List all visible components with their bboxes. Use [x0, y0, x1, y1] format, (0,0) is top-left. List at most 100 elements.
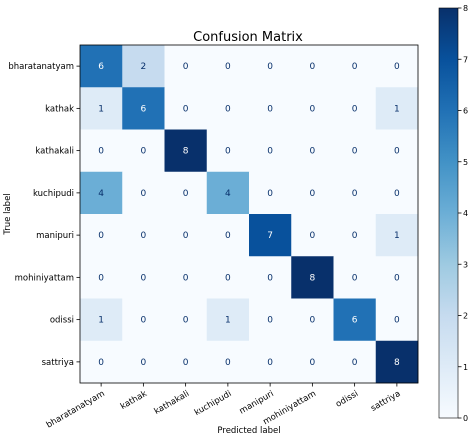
cell-value: 1 [98, 316, 104, 326]
plot-frame [79, 44, 419, 384]
cell-value: 1 [98, 104, 104, 114]
y-tick-label: kuchipudi [33, 189, 74, 199]
cell-value: 0 [267, 316, 273, 326]
x-tick-labels: bharatanatyam kathak kathakali kuchipudi man… [45, 383, 402, 431]
matrix-cell [122, 214, 165, 257]
cell-value: 0 [183, 231, 189, 241]
matrix-cell [80, 171, 123, 215]
matrix-cell [375, 256, 419, 299]
cell-value: 0 [394, 316, 400, 326]
cell-value: 0 [352, 62, 358, 72]
matrix-cell [375, 214, 419, 257]
matrix-cell [80, 87, 123, 130]
cell-value: 0 [225, 147, 231, 157]
cell-value: 0 [225, 273, 231, 283]
matrix-cell [291, 171, 334, 215]
y-tick-label: kathak [45, 104, 74, 114]
matrix-cell [80, 129, 123, 173]
cell-value: 0 [394, 189, 400, 199]
matrix-cell [249, 129, 292, 173]
matrix-cell [333, 87, 377, 130]
x-tick-label: sattriya [369, 389, 402, 414]
matrix-cell [80, 214, 123, 257]
y-tick-label: kathakali [35, 147, 74, 157]
matrix-cell [164, 45, 208, 88]
cell-value: 0 [394, 147, 400, 157]
colorbar-tick-label: 1 [463, 363, 468, 372]
x-tick-label: odissi [334, 389, 360, 410]
x-tick-label: kathakali [153, 389, 191, 417]
matrix-cell [375, 340, 419, 384]
matrix-cell [291, 87, 334, 130]
y-tick-labels: bharatanatyam kathak kathakali kuchipudi man… [8, 62, 80, 368]
cell-value: 0 [352, 231, 358, 241]
cell-value: 0 [183, 358, 189, 368]
matrix-cell [206, 298, 250, 342]
cell-value: 0 [310, 62, 316, 72]
colorbar-tick-label: 0 [463, 414, 468, 423]
cell-value: 8 [310, 273, 316, 283]
matrix-cell [206, 87, 250, 130]
cell-value: 4 [98, 189, 104, 199]
matrix-cell [375, 171, 419, 215]
cell-value: 0 [141, 147, 147, 157]
matrix-cell [122, 171, 165, 215]
matrix-cell [333, 171, 377, 215]
cell-value: 0 [141, 189, 147, 199]
matrix-cell [375, 298, 419, 342]
matrix-cell [206, 129, 250, 173]
matrix-cell [122, 340, 165, 384]
matrix-cell [164, 214, 208, 257]
cell-value: 0 [352, 104, 358, 114]
cell-value: 0 [183, 189, 189, 199]
matrix-cell [80, 298, 123, 342]
matrix-cell [291, 214, 334, 257]
colorbar-tick-label: 7 [463, 55, 468, 64]
cell-value: 6 [141, 104, 147, 114]
matrix-cell [291, 340, 334, 384]
matrix-cell [249, 256, 292, 299]
cell-value: 2 [141, 62, 147, 72]
cell-value: 0 [267, 147, 273, 157]
matrix-cell [375, 45, 419, 88]
y-tick-label: bharatanatyam [8, 62, 74, 72]
cell-value: 7 [267, 231, 273, 241]
matrix-cell [333, 298, 377, 342]
matrix-cell [164, 256, 208, 299]
colorbar-ticks: 0 1 2 3 4 5 6 7 8 [458, 4, 468, 423]
x-axis-label: Predicted label [217, 426, 280, 436]
x-tick-label: bharatanatyam [45, 389, 107, 431]
cell-value: 4 [225, 189, 231, 199]
matrix-cell [375, 87, 419, 130]
matrix-cell [333, 45, 377, 88]
cell-value: 0 [267, 62, 273, 72]
y-tick-label: sattriya [42, 358, 74, 368]
cell-value: 0 [225, 104, 231, 114]
cell-value: 0 [225, 231, 231, 241]
matrix-cell [333, 256, 377, 299]
matrix-cell [206, 256, 250, 299]
matrix-cell [80, 256, 123, 299]
cell-value: 0 [267, 104, 273, 114]
cell-value: 6 [98, 62, 104, 72]
cell-value: 0 [267, 189, 273, 199]
cell-value: 0 [310, 104, 316, 114]
cell-value: 1 [394, 231, 400, 241]
matrix-cell [164, 129, 208, 173]
x-tick-label: kuchipudi [193, 389, 234, 418]
matrix-cell [206, 45, 250, 88]
matrix-cells: 6 2 0 0 0 0 0 0 1 6 0 0 0 0 0 1 0 0 8 0 0 0 0 0 4 0 0 4 0 0 0 0 0 0 0 0 7 0 0 1… [80, 45, 419, 384]
cell-value: 8 [183, 147, 189, 157]
matrix-cell [291, 256, 334, 299]
colorbar-tick-label: 5 [463, 158, 468, 167]
cell-value: 0 [310, 231, 316, 241]
cell-value: 0 [267, 358, 273, 368]
cell-value: 1 [394, 104, 400, 114]
cell-value: 0 [183, 62, 189, 72]
cell-value: 8 [394, 358, 400, 368]
colorbar-tick-label: 3 [463, 260, 468, 269]
x-tick-label: kathak [119, 389, 149, 412]
cell-value: 0 [225, 62, 231, 72]
chart-title: Confusion Matrix [193, 30, 303, 45]
